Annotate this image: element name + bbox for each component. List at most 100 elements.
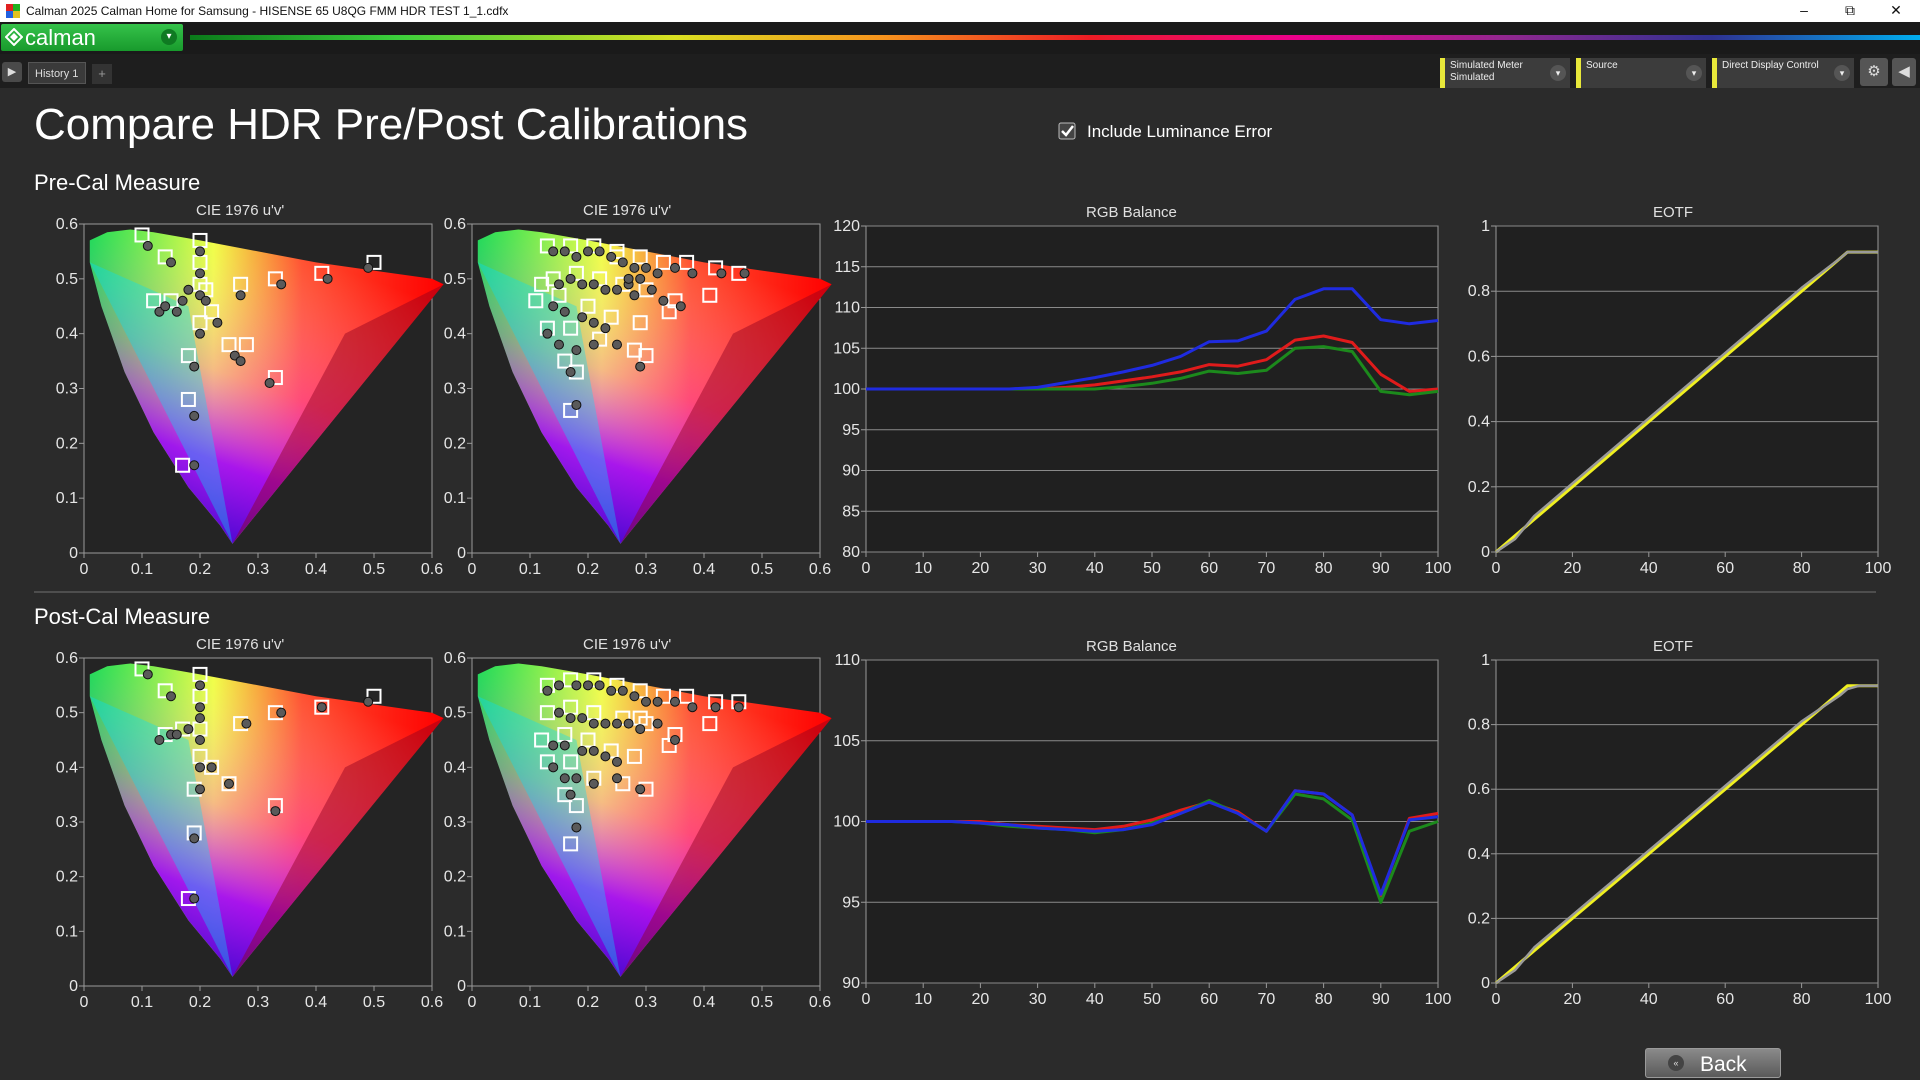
- target-marker: [180, 391, 196, 407]
- y-tick-label: 0.4: [56, 759, 78, 776]
- chevron-down-icon[interactable]: ▾: [1686, 65, 1702, 81]
- gamut-dark-red-region: [620, 284, 832, 544]
- x-tick-label: 0.5: [363, 994, 385, 1011]
- x-tick-label: 20: [972, 991, 990, 1008]
- measured-point: [276, 279, 287, 290]
- y-tick-label: 0.2: [56, 869, 78, 886]
- measured-point: [160, 301, 171, 312]
- measured-point: [177, 295, 188, 306]
- add-tab-button[interactable]: +: [92, 64, 112, 84]
- measured-point: [629, 290, 640, 301]
- target-marker: [528, 293, 544, 309]
- y-tick-label: 105: [833, 340, 860, 357]
- y-tick-label: 1: [1481, 652, 1490, 669]
- target-marker: [632, 315, 648, 331]
- y-tick-label: 0.1: [56, 923, 78, 940]
- measured-point: [588, 339, 599, 350]
- window-titlebar: Calman 2025 Calman Home for Samsung - HI…: [0, 0, 1920, 22]
- post-cal-heading: Post-Cal Measure: [34, 604, 211, 629]
- x-tick-label: 60: [1200, 991, 1218, 1008]
- measured-point: [571, 251, 582, 262]
- y-tick-label: 0.3: [56, 814, 78, 831]
- y-tick-label: 0.5: [444, 705, 466, 722]
- target-marker: [238, 337, 254, 353]
- target-marker: [180, 348, 196, 364]
- y-tick-label: 0.1: [444, 923, 466, 940]
- y-tick-label: 85: [842, 503, 860, 520]
- source-selector[interactable]: Source ▾: [1576, 58, 1706, 88]
- measured-point: [542, 685, 553, 696]
- gamut-dark-red-region: [232, 718, 444, 977]
- target-marker: [267, 370, 283, 386]
- y-tick-label: 115: [834, 259, 860, 276]
- x-tick-label: 70: [1258, 991, 1276, 1008]
- measured-point: [183, 724, 194, 735]
- measured-point: [195, 268, 205, 279]
- y-tick-label: 0.2: [1468, 479, 1490, 496]
- chevron-down-icon[interactable]: ▾: [1834, 65, 1850, 81]
- back-button[interactable]: « Back: [1645, 1048, 1781, 1078]
- chart-title: CIE 1976 u'v': [583, 202, 672, 219]
- measured-point: [142, 669, 153, 680]
- measured-point: [189, 460, 200, 471]
- target-marker: [563, 402, 579, 418]
- x-tick-label: 0.1: [131, 994, 153, 1011]
- x-tick-label: 0.2: [577, 561, 599, 578]
- y-tick-label: 0.6: [56, 216, 78, 233]
- x-tick-label: 0.2: [189, 994, 211, 1011]
- measured-point: [264, 378, 275, 389]
- x-tick-label: 100: [1425, 560, 1452, 577]
- meter-selector[interactable]: Simulated Meter Simulated ▾: [1440, 58, 1570, 88]
- x-tick-label: 0.6: [421, 994, 443, 1011]
- measured-point: [635, 784, 646, 795]
- calman-logo-menu[interactable]: calman ▾: [1, 24, 183, 51]
- target-marker: [539, 754, 555, 770]
- display-control-selector[interactable]: Direct Display Control ▾: [1712, 58, 1854, 88]
- x-tick-label: 100: [1425, 991, 1452, 1008]
- x-tick-label: 10: [914, 991, 932, 1008]
- maximize-button[interactable]: ⧉: [1845, 2, 1855, 18]
- include-luminance-checkbox[interactable]: [1058, 122, 1076, 140]
- measured-point: [195, 762, 205, 773]
- measured-point: [142, 240, 153, 251]
- measured-point: [548, 762, 559, 773]
- logo-dropdown-icon[interactable]: ▾: [161, 29, 177, 45]
- collapse-panel-icon[interactable]: ◀: [1892, 58, 1916, 86]
- y-tick-label: 0.6: [56, 650, 78, 667]
- measured-point: [554, 339, 564, 350]
- y-tick-label: 90: [842, 463, 860, 480]
- target-marker: [661, 304, 677, 320]
- y-tick-label: 0.4: [444, 326, 466, 343]
- x-tick-label: 90: [1372, 560, 1390, 577]
- gamut-cyan-region: [89, 262, 233, 544]
- target-marker: [204, 304, 220, 320]
- settings-gear-icon[interactable]: ⚙: [1860, 58, 1888, 86]
- measured-point: [189, 361, 200, 372]
- measured-point: [577, 279, 588, 290]
- measured-point: [171, 306, 182, 317]
- y-tick-label: 0: [457, 978, 466, 995]
- measured-point: [588, 778, 599, 789]
- measured-point: [687, 702, 698, 713]
- measured-point: [195, 713, 205, 724]
- measured-point: [565, 713, 576, 724]
- measured-point: [235, 290, 246, 301]
- y-tick-label: 0.2: [1468, 910, 1490, 927]
- measured-point: [559, 773, 570, 784]
- measured-point: [583, 246, 593, 257]
- measured-point: [594, 680, 605, 691]
- target-marker: [592, 271, 608, 287]
- minimize-button[interactable]: –: [1800, 2, 1808, 18]
- tab-history-1[interactable]: History 1: [28, 62, 86, 84]
- meter-label: Simulated Meter: [1450, 60, 1523, 71]
- measured-point: [189, 410, 200, 421]
- include-luminance-label[interactable]: Include Luminance Error: [1087, 122, 1273, 141]
- play-icon[interactable]: ▶: [2, 62, 22, 82]
- close-button[interactable]: ✕: [1890, 2, 1902, 18]
- chevron-down-icon[interactable]: ▾: [1550, 65, 1566, 81]
- gamut-cyan-region: [89, 696, 233, 977]
- gamut-shading: [89, 663, 444, 977]
